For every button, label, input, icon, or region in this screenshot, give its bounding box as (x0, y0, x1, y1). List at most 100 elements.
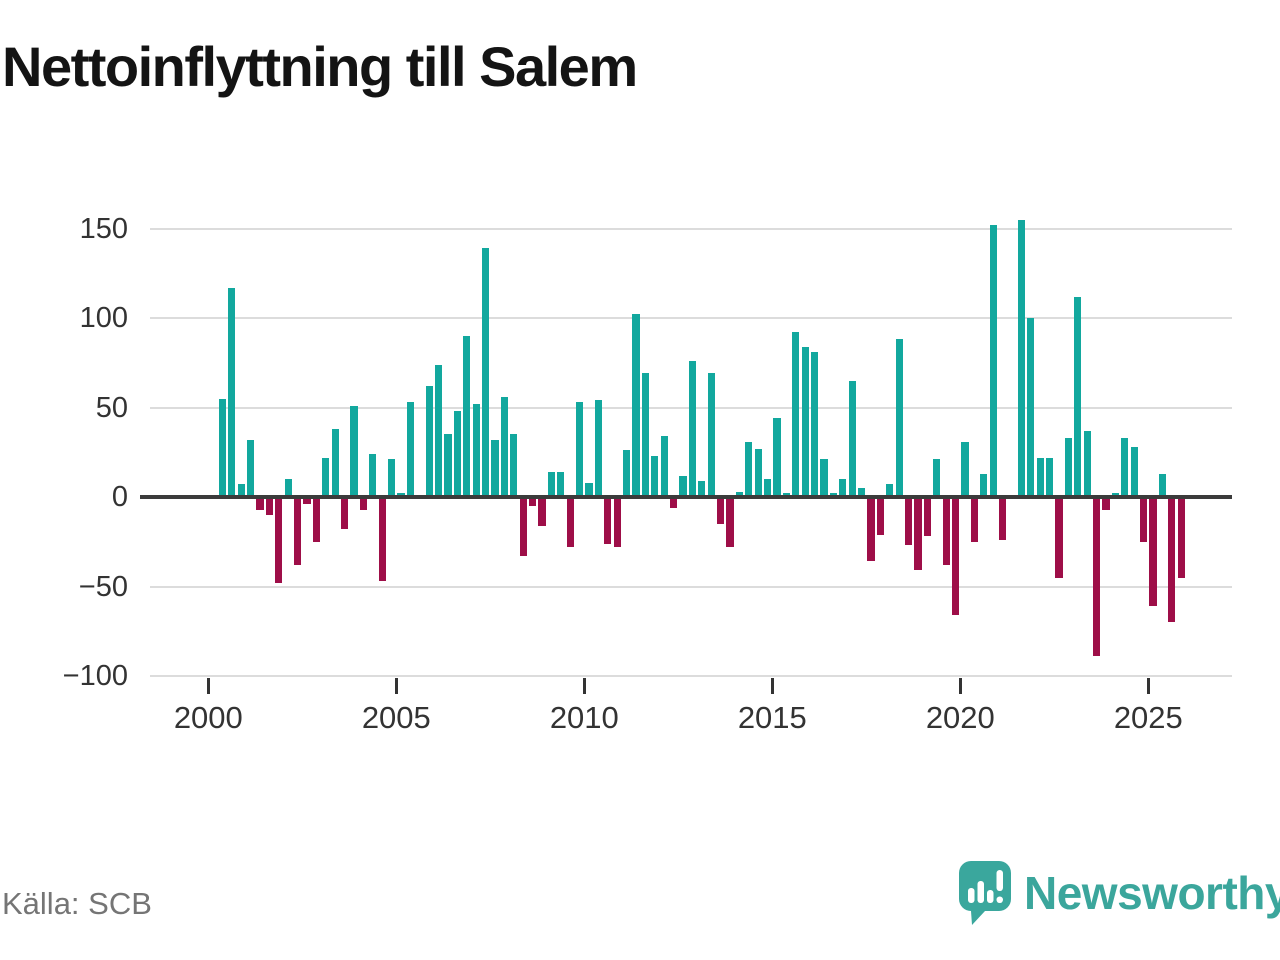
bar-2019-Q1 (923, 497, 931, 537)
bar-2020-Q4 (989, 224, 997, 497)
bar-2020-Q1 (961, 441, 969, 497)
x-axis-label-2025: 2025 (1113, 700, 1183, 735)
bar-2006-Q1 (435, 364, 443, 497)
bar-2022-Q1 (1036, 457, 1044, 497)
bar-2000-Q3 (228, 287, 236, 497)
bar-2002-Q2 (294, 497, 302, 566)
bar-2022-Q3 (1055, 497, 1063, 578)
bar-2010-Q1 (585, 482, 593, 497)
y-axis-label-100: 100 (79, 302, 128, 334)
bar-2003-Q1 (322, 457, 330, 497)
gridline-y-50 (150, 585, 1232, 588)
bar-2016-Q2 (820, 459, 828, 497)
bar-2014-Q2 (745, 441, 753, 497)
bar-2018-Q3 (905, 497, 913, 546)
bar-2005-Q4 (425, 386, 433, 497)
bar-2006-Q2 (444, 434, 452, 497)
bar-2021-Q4 (1027, 318, 1035, 497)
bar-2014-Q1 (735, 491, 743, 497)
bar-2023-Q1 (1074, 296, 1082, 497)
bar-2020-Q2 (970, 497, 978, 542)
bar-2013-Q4 (726, 497, 734, 548)
bar-2017-Q2 (858, 488, 866, 497)
bar-2021-Q1 (999, 497, 1007, 540)
bar-2011-Q1 (623, 450, 631, 497)
bar-2019-Q4 (952, 497, 960, 616)
bar-2024-Q2 (1121, 437, 1129, 497)
source-note: Källa: SCB (2, 886, 152, 921)
x-axis-label-2000: 2000 (173, 700, 243, 735)
bar-2008-Q3 (529, 497, 537, 506)
x-axis-tick-2010 (582, 678, 586, 694)
bar-2018-Q1 (886, 484, 894, 497)
x-axis-label-2015: 2015 (737, 700, 807, 735)
bar-2014-Q4 (764, 479, 772, 497)
bar-2020-Q3 (980, 473, 988, 497)
bar-2012-Q2 (670, 497, 678, 508)
bar-2019-Q3 (942, 497, 950, 566)
bar-2015-Q3 (792, 332, 800, 497)
bar-2017-Q4 (876, 497, 884, 535)
bar-2019-Q2 (933, 459, 941, 497)
bar-2018-Q2 (895, 339, 903, 497)
bar-2001-Q2 (256, 497, 264, 510)
bar-2010-Q4 (613, 497, 621, 548)
bar-2015-Q1 (773, 418, 781, 497)
bar-2017-Q3 (867, 497, 875, 562)
x-axis-tick-2000 (206, 678, 210, 694)
bar-2025-Q4 (1177, 497, 1185, 578)
x-axis-tick-2015 (770, 678, 774, 694)
bar-2025-Q2 (1158, 473, 1166, 497)
newsworthy-branding: Newsworthy (958, 860, 1280, 926)
bar-2001-Q3 (265, 497, 273, 515)
x-axis-tick-2020 (958, 678, 962, 694)
bar-2004-Q2 (369, 454, 377, 497)
zero-baseline (140, 495, 1232, 499)
x-axis-label-2010: 2010 (549, 700, 619, 735)
bar-2000-Q4 (237, 484, 245, 497)
x-axis-label-2020: 2020 (925, 700, 995, 735)
bar-2003-Q4 (350, 405, 358, 497)
bar-2002-Q1 (284, 479, 292, 497)
bar-2014-Q3 (754, 448, 762, 497)
bar-2015-Q4 (801, 346, 809, 497)
bar-2011-Q3 (641, 373, 649, 497)
bar-2017-Q1 (848, 380, 856, 497)
gridline-y150 (150, 227, 1232, 230)
bar-2000-Q2 (218, 398, 226, 497)
bar-2018-Q4 (914, 497, 922, 571)
y-axis-label--100: −100 (62, 660, 128, 692)
bar-2011-Q2 (632, 314, 640, 497)
bar-2007-Q3 (491, 439, 499, 497)
bar-2007-Q1 (472, 403, 480, 497)
bar-2013-Q3 (717, 497, 725, 524)
newsworthy-wordmark: Newsworthy (1024, 867, 1280, 919)
bar-2009-Q1 (547, 471, 555, 497)
bar-2006-Q3 (453, 411, 461, 497)
bar-2011-Q4 (651, 455, 659, 497)
bar-2016-Q1 (811, 352, 819, 497)
bar-2010-Q3 (604, 497, 612, 544)
bar-2013-Q2 (707, 373, 715, 497)
bar-2008-Q2 (519, 497, 527, 557)
bar-2005-Q2 (406, 402, 414, 497)
x-axis-tick-2025 (1146, 678, 1150, 694)
y-axis-label-150: 150 (79, 212, 128, 245)
bar-2023-Q4 (1102, 497, 1110, 510)
y-axis-label-50: 50 (95, 391, 128, 424)
gridline-y-100 (150, 675, 1232, 677)
bar-2001-Q4 (275, 497, 283, 583)
bar-2022-Q4 (1064, 437, 1072, 497)
bar-2025-Q3 (1168, 497, 1176, 623)
x-axis-tick-2005 (394, 678, 398, 694)
bar-2024-Q3 (1130, 446, 1138, 497)
bar-2001-Q1 (247, 439, 255, 497)
bar-2002-Q3 (303, 497, 311, 505)
bar-2025-Q1 (1149, 497, 1157, 607)
bar-2012-Q3 (679, 475, 687, 497)
gridline-y100 (150, 317, 1232, 319)
bar-2009-Q3 (566, 497, 574, 548)
bar-2012-Q4 (688, 360, 696, 497)
bar-2009-Q4 (576, 402, 584, 497)
